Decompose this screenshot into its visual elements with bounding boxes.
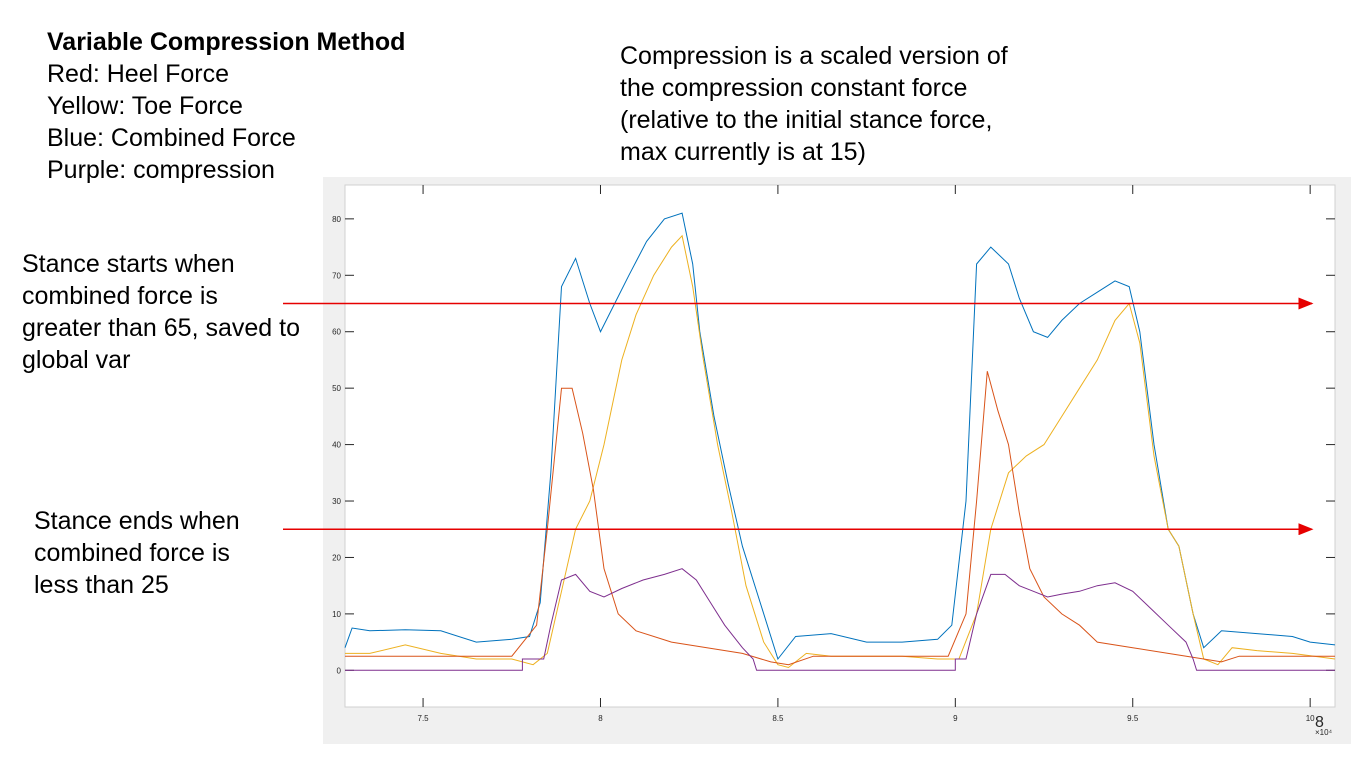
figure-panel: 0 10 20 30 40 50 60 70 80 7.5 8 8.5 9 9.5 10 ×10⁴ 8: [323, 177, 1351, 744]
chart-title: Variable Compression Method: [47, 28, 406, 56]
note-line: max currently is at 15): [620, 138, 866, 166]
annotation-line: less than 25: [34, 571, 169, 599]
y-tick-label: 40: [332, 441, 341, 450]
annotation-line: combined force is: [22, 282, 218, 310]
x-tick-label: 7.5: [418, 714, 430, 723]
note-line: Compression is a scaled version of: [620, 42, 1008, 70]
x-tick-label: 8: [598, 714, 603, 723]
y-tick-label: 30: [332, 497, 341, 506]
y-tick-label: 80: [332, 215, 341, 224]
y-tick-label: 50: [332, 384, 341, 393]
x-tick-label: 8.5: [772, 714, 784, 723]
legend-line-compression: Purple: compression: [47, 156, 275, 184]
y-tick-label: 10: [332, 610, 341, 619]
annotation-line: Stance ends when: [34, 507, 240, 535]
series-line-compression: [345, 568, 1335, 671]
legend-text-block: Variable Compression Method Red: Heel Fo…: [47, 26, 405, 186]
legend-line-heel: Red: Heel Force: [47, 60, 230, 88]
y-tick-label: 0: [337, 666, 342, 675]
plot-area: [344, 184, 1336, 708]
annotation-line: Stance starts when: [22, 250, 235, 278]
annotation-line: combined force is: [34, 539, 230, 567]
y-tick-label: 20: [332, 553, 341, 562]
x-exponent-label: ×10⁴: [1315, 728, 1333, 737]
note-line: the compression constant force: [620, 74, 968, 102]
y-tick-label: 60: [332, 328, 341, 337]
x-tick-label: 9: [953, 714, 958, 723]
annotation-line: global var: [22, 346, 131, 374]
x-tick-label: 10: [1306, 714, 1315, 723]
series-line-heel: [345, 371, 1335, 666]
annotation-line: greater than 65, saved to: [22, 314, 300, 342]
series-line-combined: [344, 212, 1336, 661]
stance-end-annotation: Stance ends when combined force is less …: [34, 505, 240, 601]
compression-note: Compression is a scaled version of the c…: [620, 40, 1008, 168]
x-tick-label: 9.5: [1127, 714, 1139, 723]
y-tick-label: 70: [332, 271, 341, 280]
stance-start-annotation: Stance starts when combined force is gre…: [22, 248, 300, 376]
x-trailing-label: 8: [1315, 714, 1324, 731]
series-line-toe: [345, 234, 1336, 669]
note-line: (relative to the initial stance force,: [620, 106, 993, 134]
legend-line-toe: Yellow: Toe Force: [47, 92, 243, 120]
legend-line-combined: Blue: Combined Force: [47, 124, 296, 152]
